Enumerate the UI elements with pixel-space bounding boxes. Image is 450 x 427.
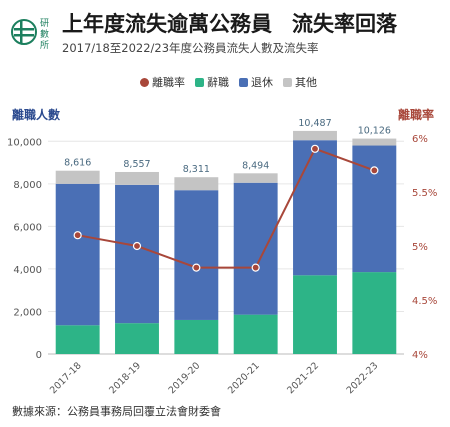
y-tick-label: 8,000	[13, 180, 42, 191]
chart-subtitle: 2017/18至2022/23年度公務員流失人數及流失率	[62, 41, 319, 55]
rate-point	[370, 166, 379, 175]
x-tick-label: 2019-20	[167, 360, 203, 396]
total-label: 8,311	[183, 164, 210, 175]
y2-tick-label: 4%	[412, 350, 428, 361]
source-note: 數據來源：公務員事務局回覆立法會財委會	[12, 405, 221, 418]
logo: 研數所	[11, 18, 49, 51]
title-tag: 流失率回落	[292, 12, 397, 36]
bar-resign	[293, 275, 337, 354]
title-main: 上年度流失逾萬公務員	[62, 12, 272, 36]
rate-point	[132, 241, 142, 251]
y2-tick-label: 6%	[412, 134, 428, 145]
logo-text: 研數所	[40, 18, 49, 51]
rate-point	[73, 231, 82, 240]
bar-retire	[174, 190, 219, 320]
bar-other	[115, 171, 159, 185]
x-tick-label: 2017-18	[48, 360, 84, 396]
legend-swatch-other	[283, 77, 292, 87]
bar-other	[293, 130, 337, 141]
legend-swatch-rate	[140, 77, 149, 87]
rate-line	[77, 147, 375, 269]
legend: 離職率 辭職 退休 其他	[140, 74, 317, 90]
bar-other	[174, 177, 219, 191]
y-axis-title: 離職人數	[12, 108, 61, 122]
rate-point	[192, 263, 201, 272]
bar-retire	[115, 184, 159, 324]
bar-resign	[174, 319, 219, 354]
total-label: 8,494	[242, 160, 269, 171]
total-label: 10,487	[298, 118, 331, 129]
legend-item-rate: 離職率	[140, 74, 185, 90]
y2-tick-label: 5.5%	[412, 188, 437, 199]
bar-resign	[115, 323, 159, 354]
x-tick-label: 2018-19	[107, 360, 143, 396]
legend-item-other: 其他	[283, 74, 317, 90]
bar-resign	[233, 314, 278, 354]
bar-retire	[55, 183, 100, 326]
legend-item-resign: 辭職	[195, 74, 229, 90]
chart-title: 上年度流失逾萬公務員 流失率回落	[62, 8, 397, 38]
bar-other	[233, 173, 278, 183]
legend-swatch-retire	[239, 77, 248, 87]
rate-point	[310, 144, 320, 153]
x-tick-label: 2022-23	[345, 360, 381, 396]
bar-resign	[352, 272, 397, 354]
y-tick-label: 6,000	[13, 222, 42, 233]
total-label: 8,557	[123, 159, 150, 170]
total-label: 10,126	[358, 126, 391, 137]
y-tick-label: 0	[36, 350, 42, 361]
rate-point	[251, 263, 260, 272]
bar-resign	[55, 325, 100, 354]
total-label: 8,616	[64, 158, 91, 169]
legend-item-retire: 退休	[239, 74, 273, 90]
x-tick-label: 2021-22	[285, 360, 321, 396]
legend-label-other: 其他	[295, 76, 317, 89]
legend-label-rate: 離職率	[152, 76, 185, 89]
x-tick-label: 2020-21	[226, 360, 262, 396]
legend-swatch-resign	[195, 77, 204, 87]
y2-tick-label: 5%	[412, 242, 428, 253]
bar-retire	[293, 140, 337, 276]
bar-other	[55, 170, 100, 184]
y-tick-label: 10,000	[7, 137, 42, 148]
bar-other	[352, 138, 397, 146]
y-tick-label: 4,000	[13, 265, 42, 276]
y-tick-label: 2,000	[13, 307, 42, 318]
bar-retire	[233, 182, 278, 315]
legend-label-retire: 退休	[251, 76, 273, 89]
y2-tick-label: 4.5%	[412, 296, 437, 307]
y2-axis-title: 離職率	[397, 108, 434, 122]
legend-label-resign: 辭職	[207, 76, 229, 89]
